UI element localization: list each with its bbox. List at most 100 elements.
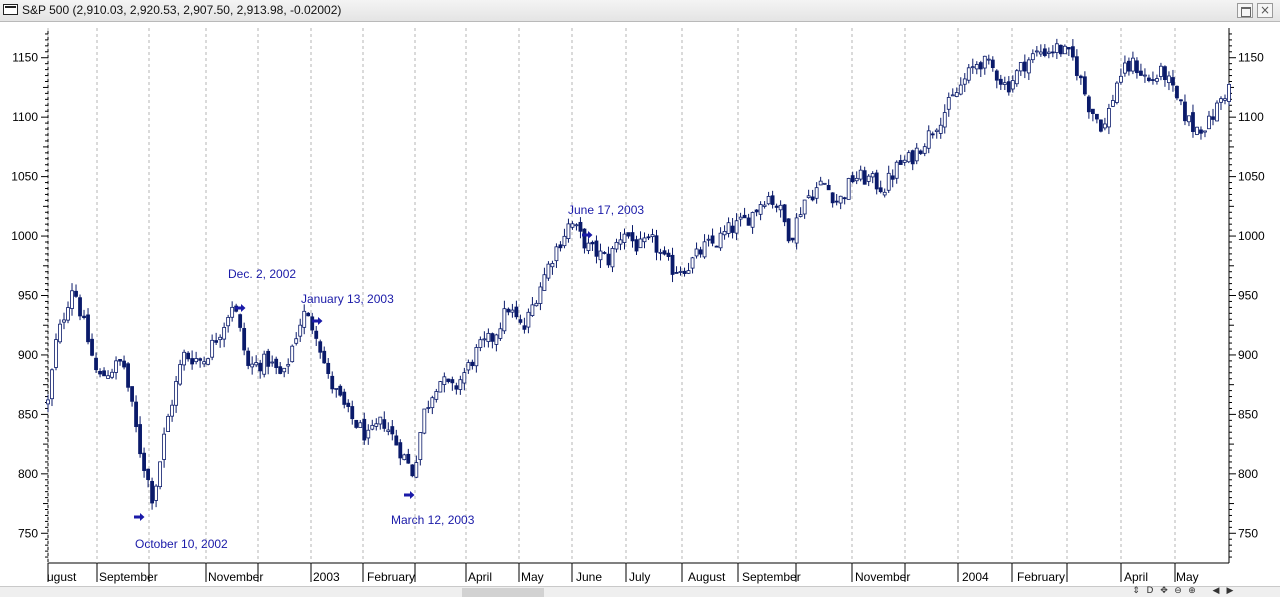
bar-body [158, 461, 162, 488]
bar-body [1227, 83, 1231, 102]
bar-body [822, 182, 827, 185]
bar-body [870, 173, 875, 178]
arrow-right-icon [582, 231, 593, 239]
bar-body [190, 358, 195, 365]
bar-body [1090, 108, 1095, 114]
x-tick-label: April [468, 570, 492, 584]
bar-body [266, 350, 271, 367]
bar-body [1167, 75, 1171, 84]
bar-body [1050, 51, 1055, 54]
bar-body [1143, 74, 1147, 77]
bar-body [1070, 46, 1075, 58]
bar-body [306, 312, 311, 317]
bar-body [278, 366, 283, 374]
close-button[interactable]: × [1257, 3, 1273, 18]
bar-body [246, 350, 251, 366]
bar-body [774, 205, 779, 208]
bar-body [218, 336, 223, 341]
bar-body [1223, 98, 1227, 101]
bar-body [282, 367, 287, 373]
bar-body [1195, 126, 1199, 135]
zoom-out-icon[interactable]: ⊖ [1174, 586, 1182, 596]
bar-body [714, 245, 719, 248]
bar-body [150, 481, 154, 504]
bar-body [146, 468, 150, 480]
bar-body [370, 424, 375, 430]
bar-body [66, 307, 70, 321]
bar-body [566, 223, 571, 239]
bar-body [526, 311, 531, 328]
bar-body [1199, 129, 1203, 134]
scrollbar-thumb[interactable] [462, 588, 544, 597]
bar-body [970, 66, 975, 69]
bar-body [638, 238, 643, 249]
bar-body [570, 223, 575, 228]
price-bars [46, 38, 1231, 510]
bar-body [58, 323, 62, 343]
bar-body [574, 224, 579, 227]
bar-body [830, 192, 835, 204]
bar-body [138, 424, 142, 455]
bar-body [1155, 78, 1159, 82]
bar-body [658, 251, 663, 254]
scroll-left-icon[interactable]: ◀ [1212, 586, 1220, 596]
bar-body [582, 228, 587, 249]
bar-body [1102, 123, 1107, 129]
bar-body [294, 338, 299, 344]
bar-body [382, 419, 387, 429]
bar-body [762, 204, 767, 207]
scroll-right-icon[interactable]: ▶ [1226, 586, 1234, 596]
bar-body [618, 239, 623, 245]
bar-body [426, 407, 431, 409]
arrow-right-icon [312, 317, 323, 325]
bar-body [810, 196, 815, 201]
bar-body [166, 415, 171, 432]
bar-body [846, 178, 851, 200]
bar-body [494, 334, 499, 345]
y-tick-label-right: 750 [1238, 526, 1258, 540]
bar-body [738, 216, 743, 220]
bar-body [350, 406, 355, 420]
horizontal-scrollbar[interactable]: ⇕ D ✥ ⊖ ⊕ ◀ ▶ [0, 586, 1280, 597]
bar-body [466, 362, 471, 371]
bar-body [1010, 80, 1015, 90]
bar-body [874, 172, 879, 190]
bar-body [734, 220, 739, 234]
bar-body [670, 254, 675, 275]
annotation-label: June 17, 2003 [568, 203, 644, 217]
arrow-right-icon [235, 304, 246, 312]
bar-body [802, 199, 807, 215]
bar-body [394, 435, 399, 446]
bar-body [406, 453, 411, 464]
bar-body [602, 252, 607, 254]
bar-body [646, 236, 651, 239]
bar-body [1211, 116, 1215, 120]
bar-body [1151, 79, 1155, 81]
bar-body [390, 426, 395, 435]
bar-body [1066, 47, 1071, 50]
bar-body [70, 290, 74, 309]
bar-body [978, 62, 983, 70]
scale-icon[interactable]: ⇕ [1132, 586, 1140, 596]
bar-body [362, 418, 367, 441]
bar-body [110, 371, 114, 378]
bar-body [542, 274, 547, 291]
bar-body [1159, 65, 1163, 77]
bar-body [54, 339, 58, 368]
x-tick-label: November [855, 570, 910, 584]
bar-body [486, 332, 491, 342]
bar-body [766, 196, 771, 205]
period-button[interactable]: D [1146, 586, 1154, 596]
bar-body [934, 129, 939, 133]
pan-icon[interactable]: ✥ [1160, 586, 1168, 596]
bar-body [314, 330, 319, 339]
restore-icon[interactable] [1237, 3, 1253, 18]
bar-body [1002, 82, 1007, 85]
bar-body [1074, 56, 1079, 76]
bar-body [1115, 82, 1119, 103]
bar-body [706, 238, 711, 241]
bar-body [902, 159, 907, 163]
zoom-in-icon[interactable]: ⊕ [1188, 586, 1196, 596]
bar-body [482, 338, 487, 341]
bar-body [1187, 115, 1191, 123]
